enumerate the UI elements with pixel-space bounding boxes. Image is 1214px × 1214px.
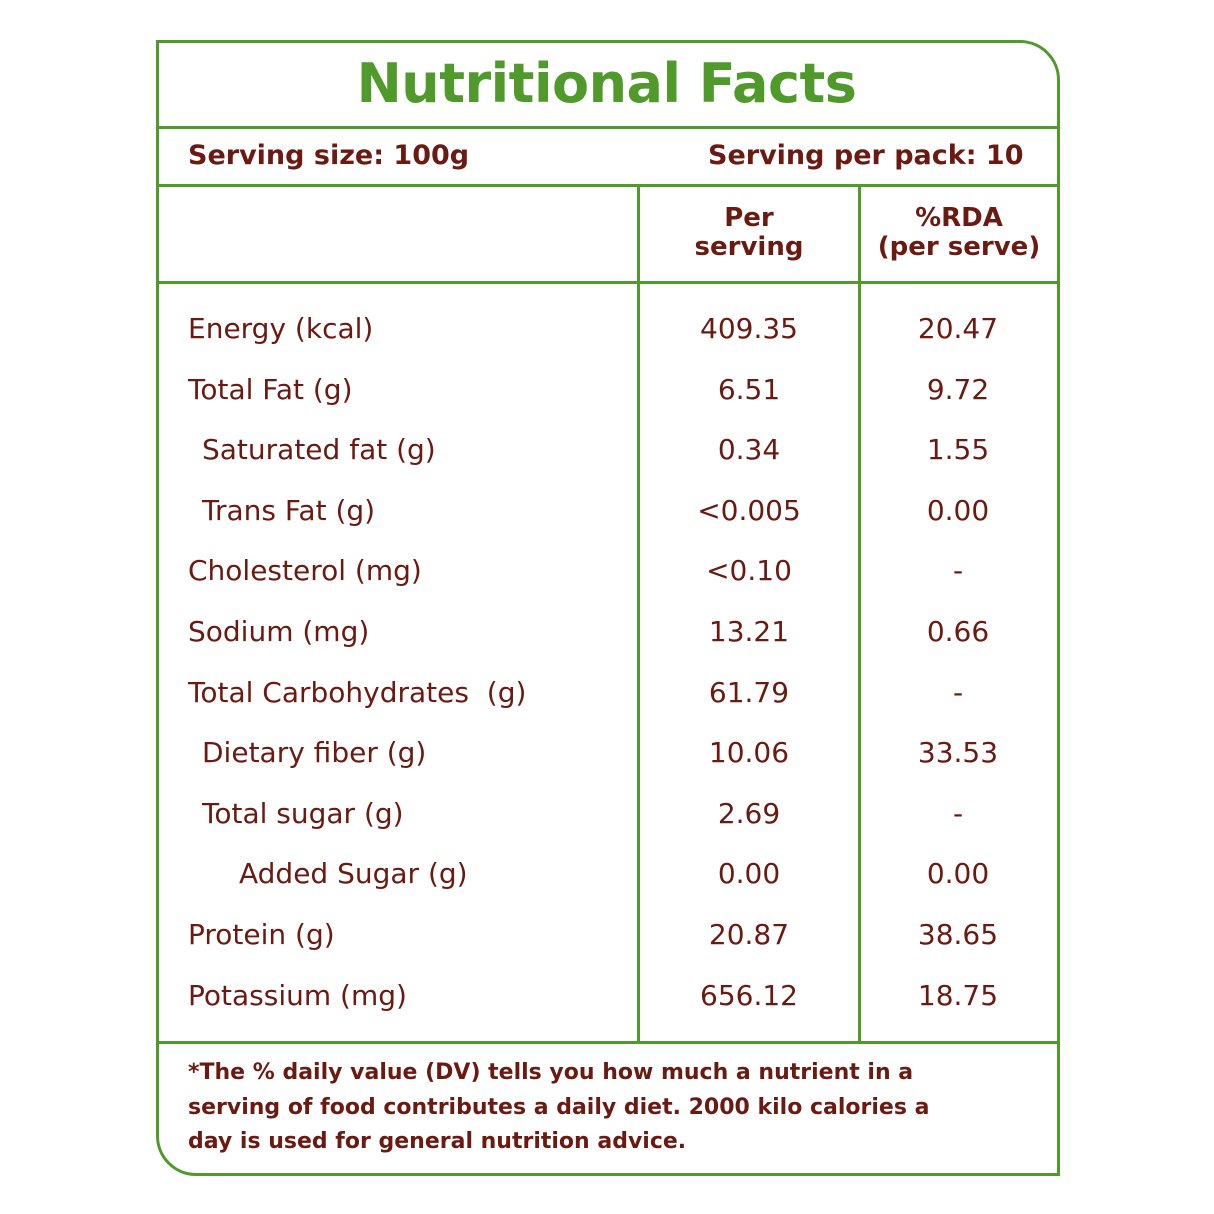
nutrient-label: Cholesterol (mg) — [188, 554, 422, 588]
nutrient-label: Energy (kcal) — [188, 312, 374, 345]
rda-value: - — [952, 796, 964, 830]
column-header-rda: %RDA (per serve) — [861, 204, 1057, 262]
table-row: Total Carbohydrates (g) 61.79 - — [156, 676, 1057, 716]
divider — [156, 126, 1057, 129]
nutrient-label: Potassium (mg) — [188, 978, 407, 1012]
rda-value: 0.66 — [926, 615, 990, 648]
page-title: Nutritional Facts — [356, 52, 857, 115]
serving-size: Serving size: 100g — [188, 140, 470, 171]
rda-value: 33.53 — [917, 736, 999, 770]
per-serving-value: 61.79 — [708, 675, 790, 709]
nutrient-label: Saturated fat (g) — [202, 433, 436, 467]
header-line: (per serve) — [877, 232, 1041, 262]
table-row: Protein (g) 20.87 38.65 — [156, 918, 1057, 958]
table-row: Potassium (mg) 656.12 18.75 — [156, 979, 1057, 1019]
rda-value: 0.00 — [926, 493, 990, 527]
nutrient-label: Dietary fiber (g) — [202, 736, 427, 770]
column-header-per-serving: Per serving — [640, 204, 858, 262]
rda-value: 1.55 — [926, 433, 990, 467]
table-row: Dietary fiber (g) 10.06 33.53 — [156, 736, 1057, 776]
nutrient-label: Added Sugar (g) — [239, 857, 468, 891]
rda-value: 0.00 — [926, 857, 990, 891]
per-serving-value: 656.12 — [700, 978, 798, 1012]
table-row: Trans Fat (g) <0.005 0.00 — [156, 494, 1057, 534]
table-row: Saturated fat (g) 0.34 1.55 — [156, 433, 1057, 473]
footnote: *The % daily value (DV) tells you how mu… — [188, 1060, 930, 1154]
header-line: Per — [724, 203, 774, 233]
nutrient-label: Trans Fat (g) — [202, 493, 376, 527]
per-serving-value: 2.69 — [717, 796, 781, 830]
nutrient-label: Sodium (mg) — [188, 615, 370, 648]
rda-value: 18.75 — [917, 978, 999, 1012]
rda-value: - — [952, 554, 964, 588]
per-serving-value: <0.10 — [706, 554, 792, 588]
per-serving-value: 0.00 — [717, 857, 781, 891]
rda-value: 38.65 — [917, 918, 999, 951]
table-row: Total sugar (g) 2.69 - — [156, 797, 1057, 837]
divider — [156, 1041, 1057, 1044]
per-serving-value: <0.005 — [697, 493, 801, 527]
table-row: Added Sugar (g) 0.00 0.00 — [156, 857, 1057, 897]
column-divider — [637, 186, 640, 1043]
rda-value: 9.72 — [926, 372, 990, 406]
divider — [156, 281, 1057, 284]
nutrition-table-frame — [156, 40, 1060, 1176]
table-row: Cholesterol (mg) <0.10 - — [156, 554, 1057, 594]
table-row: Energy (kcal) 409.35 20.47 — [156, 312, 1057, 352]
per-serving-value: 20.87 — [708, 918, 790, 951]
divider — [156, 184, 1057, 187]
table-row: Total Fat (g) 6.51 9.72 — [156, 373, 1057, 413]
per-serving-value: 6.51 — [717, 372, 781, 406]
column-divider — [858, 186, 861, 1043]
per-serving-value: 13.21 — [708, 615, 790, 648]
header-line: %RDA — [915, 203, 1003, 233]
nutrient-label: Total sugar (g) — [202, 796, 404, 830]
per-serving-value: 0.34 — [717, 433, 781, 467]
header-line: serving — [694, 232, 804, 262]
per-serving-value: 409.35 — [700, 312, 798, 345]
table-row: Sodium (mg) 13.21 0.66 — [156, 615, 1057, 655]
per-serving-value: 10.06 — [708, 736, 790, 770]
rda-value: 20.47 — [917, 312, 999, 345]
serving-per-pack: Serving per pack: 10 — [708, 140, 1024, 171]
rda-value: - — [952, 675, 964, 709]
nutrient-label: Total Carbohydrates (g) — [188, 675, 527, 709]
nutrient-label: Total Fat (g) — [188, 372, 353, 406]
nutrient-label: Protein (g) — [188, 918, 335, 951]
